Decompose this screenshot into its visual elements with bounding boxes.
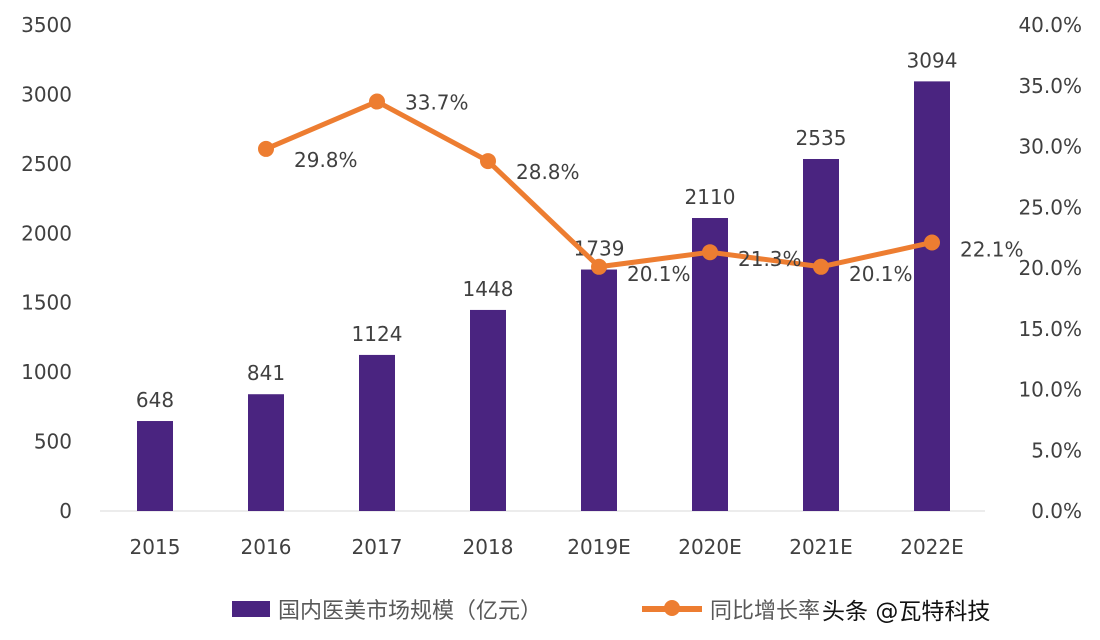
legend-line-label: 同比增长率 (710, 599, 821, 624)
x-tick-label: 2021E (789, 535, 853, 559)
left-tick-label: 500 (34, 430, 72, 454)
legend-line-swatch (642, 600, 703, 616)
bar (692, 218, 728, 512)
bar-value-label: 648 (136, 388, 174, 412)
right-tick-label: 10.0% (1018, 378, 1082, 402)
right-tick-label: 40.0% (1018, 13, 1082, 37)
legend-bar-label: 国内医美市场规模（亿元） (278, 599, 543, 624)
bar-value-label: 2535 (796, 126, 847, 150)
left-tick-label: 3000 (21, 82, 72, 106)
legend-bar-swatch (232, 601, 270, 617)
bar-value-label: 1124 (352, 322, 403, 346)
right-tick-label: 5.0% (1031, 438, 1082, 462)
growth-point (480, 153, 496, 170)
bar (581, 269, 617, 511)
growth-value-label: 21.3% (738, 247, 802, 271)
growth-value-label: 20.1% (849, 262, 913, 286)
bar (803, 158, 839, 512)
growth-value-label: 28.8% (516, 160, 580, 184)
x-tick-label: 2017 (352, 535, 403, 559)
bar (914, 81, 950, 511)
growth-value-label: 29.8% (294, 148, 358, 172)
left-tick-label: 2500 (21, 152, 72, 176)
growth-point (924, 234, 940, 251)
bar (470, 309, 506, 511)
x-tick-label: 2019E (567, 535, 631, 559)
left-tick-label: 1500 (21, 291, 72, 315)
growth-point (702, 244, 718, 261)
left-tick-label: 0 (59, 499, 72, 523)
right-tick-label: 35.0% (1018, 74, 1082, 98)
right-tick-label: 25.0% (1018, 195, 1082, 219)
bar (137, 421, 173, 511)
bar-value-label: 2110 (685, 185, 736, 209)
growth-point (591, 258, 607, 275)
bar (248, 394, 284, 511)
right-tick-label: 0.0% (1031, 499, 1082, 523)
left-tick-label: 1000 (21, 360, 72, 384)
growth-point (258, 140, 274, 157)
left-tick-label: 3500 (21, 13, 72, 37)
growth-value-label: 22.1% (960, 237, 1024, 261)
watermark: 头条 @瓦特科技 (822, 599, 991, 625)
right-tick-label: 15.0% (1018, 317, 1082, 341)
growth-value-label: 20.1% (627, 262, 691, 286)
bar (359, 354, 395, 511)
right-tick-label: 30.0% (1018, 135, 1082, 159)
x-tick-label: 2018 (463, 535, 514, 559)
growth-value-label: 33.7% (405, 91, 469, 115)
bar-value-label: 3094 (907, 48, 958, 72)
bar-value-label: 1448 (463, 277, 514, 301)
x-tick-label: 2016 (241, 535, 292, 559)
left-tick-label: 2000 (21, 221, 72, 245)
legend: 国内医美市场规模（亿元） 同比增长率 头条 @瓦特科技 (232, 592, 990, 626)
growth-point (813, 258, 829, 275)
x-tick-label: 2015 (130, 535, 181, 559)
x-tick-label: 2020E (678, 535, 742, 559)
right-tick-label: 20.0% (1018, 256, 1082, 280)
growth-point (369, 93, 385, 110)
x-tick-label: 2022E (900, 535, 964, 559)
bar-value-label: 841 (247, 361, 285, 385)
